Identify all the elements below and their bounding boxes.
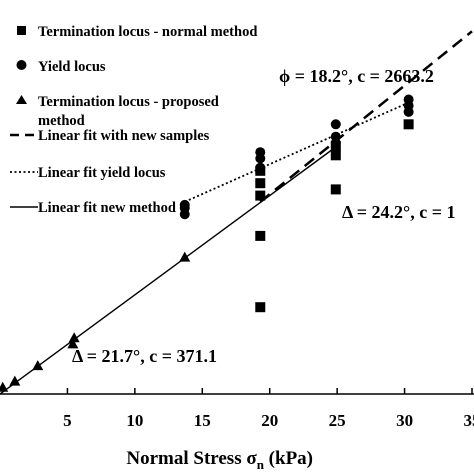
data-point-circle xyxy=(255,147,266,158)
annotation-yield-fit: ϕ = 18.2°, c = 2663.2 xyxy=(279,66,434,86)
annotation-new-method-fit: Δ = 21.7°, c = 371.1 xyxy=(72,346,217,366)
data-point-triangle xyxy=(68,332,80,343)
x-tick-label: 10 xyxy=(126,411,143,430)
legend-label-yield-locus: Yield locus xyxy=(38,59,106,75)
x-tick-label: 5 xyxy=(63,411,72,430)
data-point-circle xyxy=(330,131,341,142)
x-tick-label: 20 xyxy=(261,411,278,430)
data-point-triangle xyxy=(67,338,79,349)
data-point-triangle xyxy=(32,360,44,371)
annotation-new-samples-fit: Δ = 24.2°, c = 1 xyxy=(342,202,456,222)
data-point-triangle xyxy=(9,375,21,386)
data-point-square xyxy=(403,119,414,130)
legend-label-linear-fit-yield: Linear fit yield locus xyxy=(38,165,166,181)
legend-label-termination-proposed-line2: method xyxy=(38,113,85,129)
plot-layer: 5 10 15 20 25 30 35 xyxy=(0,30,474,430)
x-tick-label: 35 xyxy=(464,411,474,430)
data-point-triangle xyxy=(179,251,191,262)
legend-marker-square xyxy=(17,26,26,35)
legend-label-termination-proposed: Termination locus - proposed xyxy=(38,94,219,110)
data-point-circle xyxy=(179,199,190,210)
data-point-circle xyxy=(403,94,414,105)
x-axis-title: Normal Stress σn (kPa) xyxy=(126,448,313,472)
data-point-square xyxy=(255,178,266,189)
x-tick-label: 30 xyxy=(396,411,413,430)
legend-label-termination-normal: Termination locus - normal method xyxy=(38,24,257,40)
data-point-circle xyxy=(255,162,266,173)
data-point-square xyxy=(255,190,266,201)
legend-label-linear-fit-new-method: Linear fit new method xyxy=(38,200,176,216)
legend: Termination locus - normal method Yield … xyxy=(10,24,257,216)
fit-line-solid xyxy=(0,145,338,395)
data-point-circle xyxy=(330,119,341,130)
data-point-square xyxy=(330,150,341,161)
data-point-square xyxy=(330,184,341,195)
data-point-square xyxy=(255,230,266,241)
legend-label-linear-fit-new-samples: Linear fit with new samples xyxy=(38,128,210,144)
fit-line-dashed xyxy=(259,30,473,203)
data-point-triangle xyxy=(0,381,9,392)
fit-line-dotted xyxy=(184,101,409,203)
legend-marker-triangle xyxy=(16,95,27,104)
x-tick-label: 15 xyxy=(194,411,211,430)
x-tick-label: 25 xyxy=(329,411,346,430)
legend-marker-circle xyxy=(16,60,27,70)
data-point-square xyxy=(255,302,266,313)
